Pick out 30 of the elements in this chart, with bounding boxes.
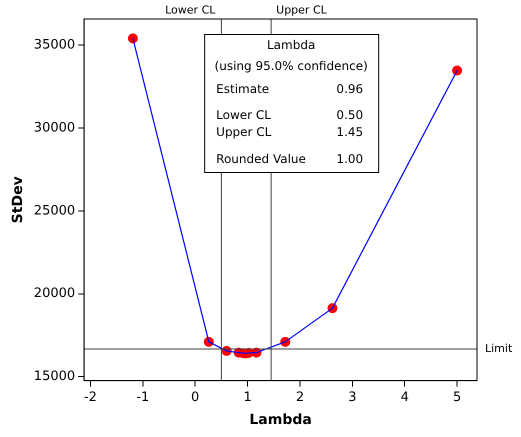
x-tick-label: 0 bbox=[191, 390, 200, 405]
x-tick-label: 2 bbox=[296, 390, 304, 405]
point bbox=[452, 66, 462, 76]
annotation: Rounded Value bbox=[216, 152, 306, 166]
annotation: Lower CL bbox=[216, 108, 272, 122]
ref-line-label: Lower CL bbox=[165, 3, 216, 16]
annotation: Estimate bbox=[216, 82, 270, 96]
x-axis-title: Lambda bbox=[249, 412, 312, 428]
annotation: Lambda bbox=[266, 38, 316, 52]
ref-line-label: Upper CL bbox=[276, 3, 328, 16]
annotation: 1.00 bbox=[336, 152, 364, 166]
y-tick-label: 25000 bbox=[34, 203, 76, 218]
y-tick-label: 35000 bbox=[34, 38, 76, 53]
annotation: 0.50 bbox=[336, 108, 364, 122]
point bbox=[128, 33, 138, 44]
x-tick-label: -2 bbox=[84, 390, 97, 405]
annotation: 0.96 bbox=[336, 82, 364, 96]
x-tick-label: -1 bbox=[136, 390, 150, 405]
annotation: Upper CL bbox=[216, 125, 272, 140]
annotation: (using 95.0% confidence) bbox=[214, 59, 368, 74]
y-tick-label: 20000 bbox=[34, 286, 76, 302]
annotation: 1.45 bbox=[336, 125, 364, 140]
x-tick-label: 3 bbox=[348, 390, 356, 405]
y-tick-label: 30000 bbox=[34, 120, 76, 136]
y-axis-title: StDev bbox=[10, 176, 26, 224]
y-tick-label: 15000 bbox=[34, 369, 76, 384]
x-tick-label: 4 bbox=[400, 390, 409, 405]
x-tick-label: 5 bbox=[452, 390, 462, 405]
ref-line-label: Limit bbox=[485, 342, 513, 355]
x-tick-label: 1 bbox=[243, 390, 252, 405]
